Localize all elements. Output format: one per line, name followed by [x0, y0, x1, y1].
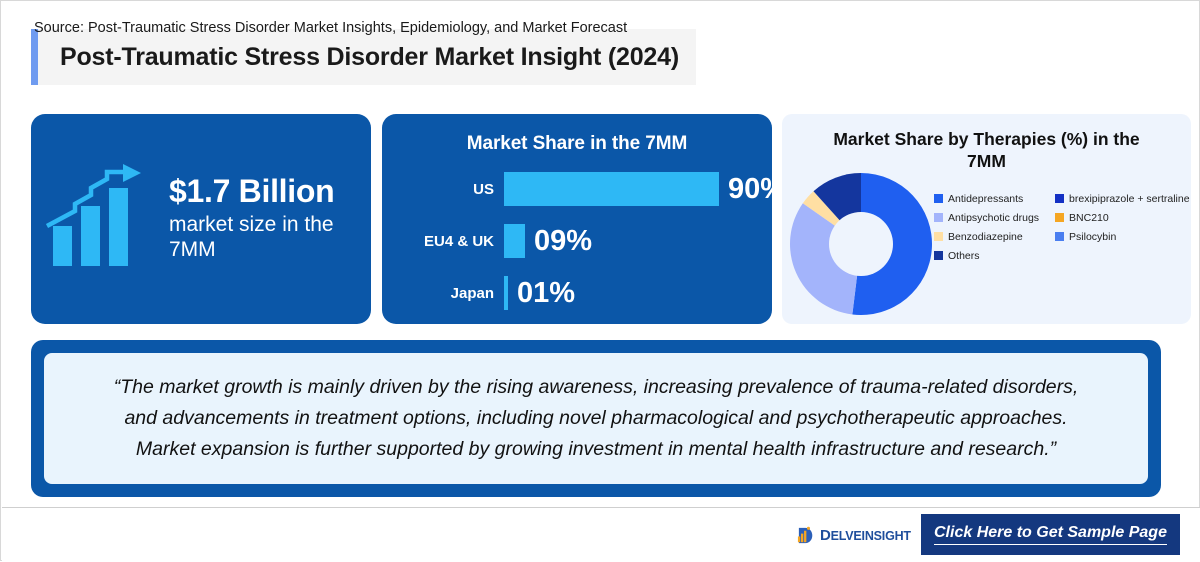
- legend-label: Antipsychotic drugs: [948, 211, 1040, 224]
- legend-swatch: [1055, 194, 1065, 204]
- quote-panel: “The market growth is mainly driven by t…: [44, 353, 1148, 484]
- growth-bar-chart-arrow-icon: [45, 164, 141, 266]
- bar-label: US: [473, 180, 494, 198]
- delveinsight-logo-text: DELVEINSIGHT: [820, 527, 911, 544]
- legend-swatch: [934, 213, 943, 223]
- donut-legend-item: BNC210: [1055, 212, 1190, 224]
- donut-slice: [790, 203, 861, 315]
- market-size-card: $1.7 Billion market size in the 7MM: [31, 114, 371, 324]
- bar-row: EU4 & UK 09%: [390, 224, 772, 258]
- donut-legend: Antidepressants Antipsychotic drugs Benzod…: [934, 193, 1190, 262]
- market-size-subtitle: market size in the 7MM: [169, 212, 334, 262]
- donut-legend-item: brexipiprazole + sertraline: [1055, 193, 1190, 205]
- legend-swatch: [934, 232, 943, 242]
- legend-swatch: [934, 194, 943, 204]
- legend-swatch: [1055, 213, 1065, 223]
- legend-label: Benzodiazepine: [948, 230, 1023, 243]
- stat-cards-row: $1.7 Billion market size in the 7MM Mark…: [31, 114, 1191, 324]
- legend-label: Antidepressants: [948, 192, 1024, 205]
- therapies-share-title: Market Share by Therapies (%) in the 7MM: [833, 129, 1140, 172]
- legend-label: brexipiprazole + sertraline: [1069, 192, 1190, 205]
- legend-label: BNC210: [1069, 211, 1109, 224]
- bar-row: US 90%: [390, 172, 786, 206]
- donut-hole: [829, 211, 893, 276]
- bar-value-label: 90%: [728, 172, 787, 205]
- donut-legend-item: Benzodiazepine: [934, 231, 1039, 243]
- market-share-title: Market Share in the 7MM: [466, 133, 688, 154]
- bar-label: Japan: [450, 284, 494, 302]
- quote-line: and advancements in treatment options, i…: [124, 407, 1068, 430]
- market-size-text: $1.7 Billion market size in the 7MM: [169, 173, 359, 263]
- therapies-donut-chart: [790, 172, 932, 315]
- market-share-bar-chart: US 90% EU4 & UK 09% Japan 01%: [382, 172, 786, 310]
- source-label: Source:: [34, 20, 84, 36]
- page-title-banner: Post-Traumatic Stress Disorder Market In…: [31, 29, 696, 85]
- therapies-share-card: Market Share by Therapies (%) in the 7MM…: [782, 114, 1191, 324]
- legend-swatch: [1055, 232, 1065, 242]
- cta-button[interactable]: Click Here to Get Sample Page: [921, 514, 1180, 555]
- bar-label: EU4 & UK: [423, 232, 494, 250]
- cta-button-label: Click Here to Get Sample Page: [934, 524, 1167, 545]
- delveinsight-logo[interactable]: DELVEINSIGHT: [796, 522, 911, 548]
- title-accent-bar: [31, 29, 38, 85]
- market-share-card: Market Share in the 7MM US 90% EU4 & UK …: [382, 114, 786, 324]
- legend-label: Others: [948, 249, 980, 262]
- quote-line: “The market growth is mainly driven by t…: [113, 376, 1079, 399]
- page-title: Post-Traumatic Stress Disorder Market In…: [60, 42, 679, 71]
- donut-legend-item: Psilocybin: [1055, 231, 1190, 243]
- source-line: Source: Post-Traumatic Stress Disorder M…: [34, 20, 627, 36]
- logo-text-d: D: [820, 526, 831, 544]
- market-size-value: $1.7 Billion: [169, 173, 335, 210]
- source-text: Post-Traumatic Stress Disorder Market In…: [88, 20, 628, 36]
- quote-box: “The market growth is mainly driven by t…: [31, 340, 1161, 497]
- legend-swatch: [934, 251, 943, 261]
- bar-fill: [504, 172, 719, 206]
- bar-value-label: 01%: [517, 276, 576, 309]
- bar-fill: [504, 224, 525, 258]
- donut-legend-column: Antidepressants Antipsychotic drugs Benzod…: [934, 193, 1039, 262]
- donut-legend-item: Antipsychotic drugs: [934, 212, 1039, 224]
- quote-line: Market expansion is further supported by…: [135, 437, 1057, 460]
- donut-chart-area: Antidepressants Antipsychotic drugs Benzod…: [782, 172, 1191, 315]
- bar-fill: [504, 276, 508, 310]
- legend-label: Psilocybin: [1069, 230, 1117, 243]
- bar-row: Japan 01%: [390, 276, 772, 310]
- bar-value-label: 09%: [534, 224, 593, 257]
- donut-legend-item: Antidepressants: [934, 193, 1039, 205]
- delveinsight-logo-icon: [797, 526, 813, 543]
- donut-legend-item: Others: [934, 250, 1039, 262]
- logo-text-rest: ELVEINSIGHT: [830, 528, 911, 543]
- donut-legend-column: brexipiprazole + sertraline BNC210 Psilocy…: [1055, 193, 1190, 262]
